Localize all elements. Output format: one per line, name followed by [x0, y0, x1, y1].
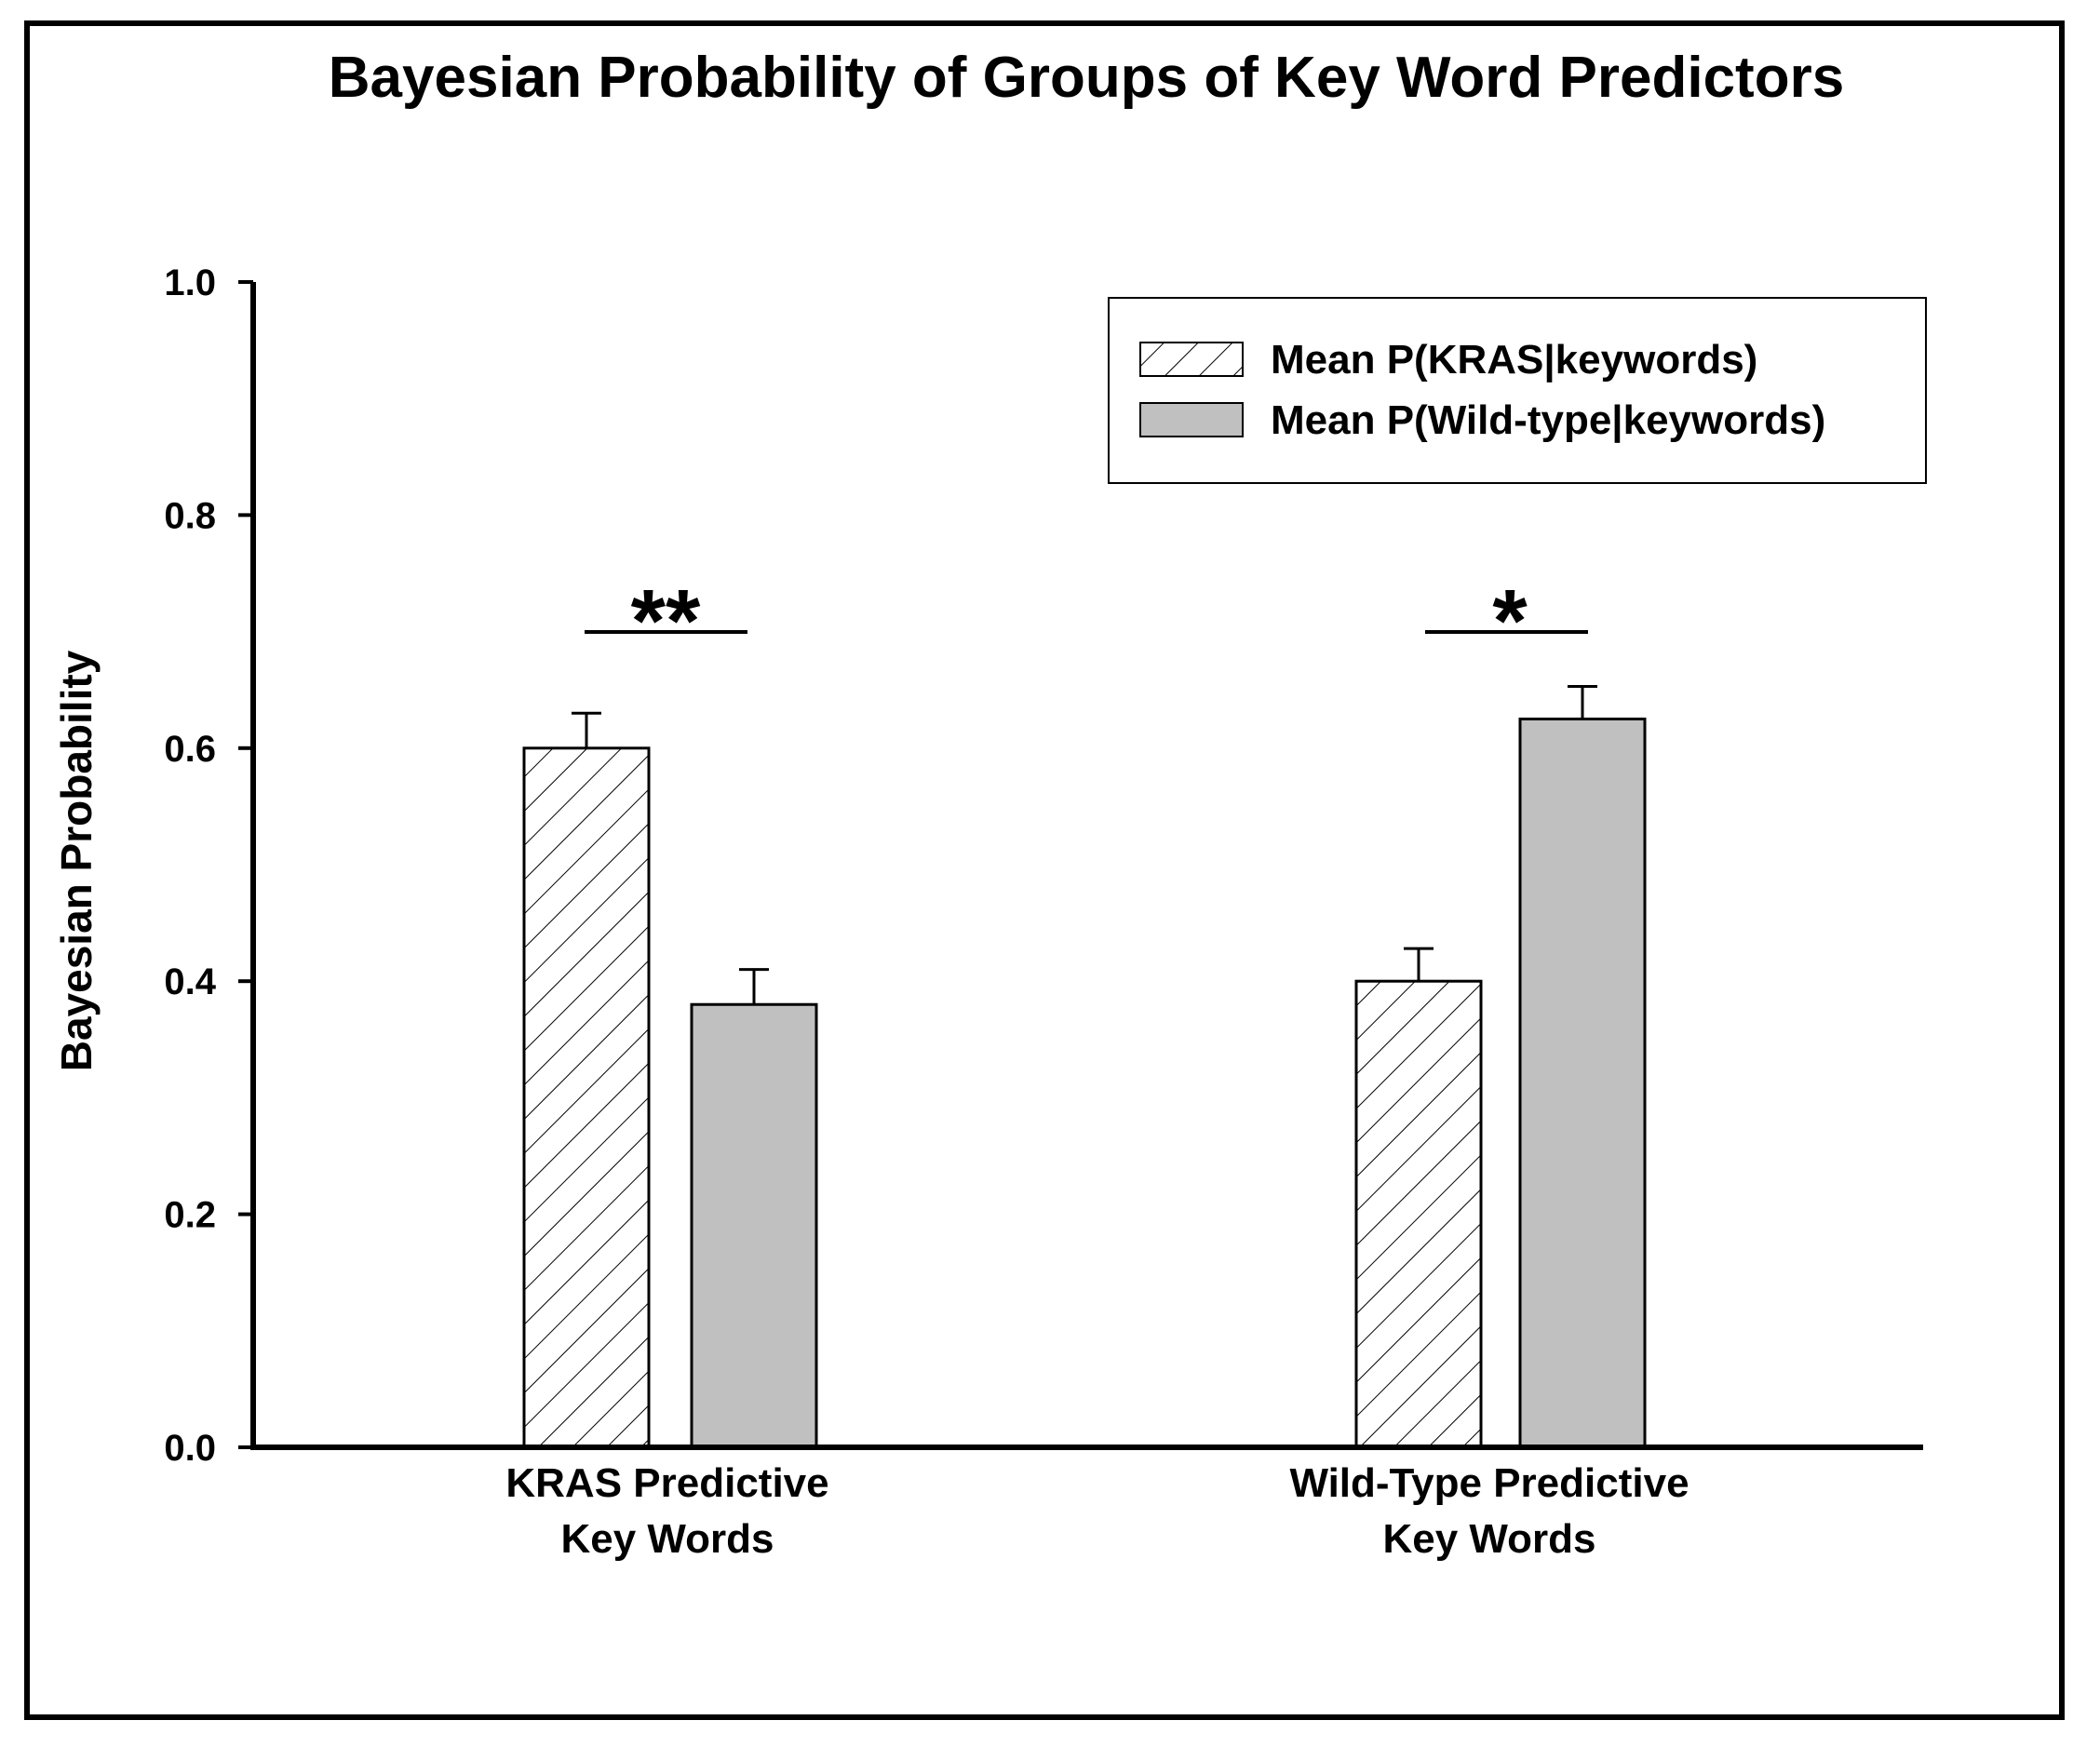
chart-title: Bayesian Probability of Groups of Key Wo…	[329, 46, 1844, 110]
y-tick-label: 0.0	[164, 1428, 216, 1469]
significance-markers: ** *	[585, 571, 1588, 671]
bar-kras-cat1	[522, 746, 651, 1449]
figure-frame	[24, 20, 2065, 1720]
category-labels: KRAS Predictive Key Words Wild-Type Predic…	[505, 1460, 1689, 1562]
bar-kras-cat2	[1354, 979, 1483, 1449]
significance-marker: **	[631, 571, 701, 671]
bars	[522, 684, 1647, 1449]
category-label: KRAS Predictive	[505, 1460, 828, 1506]
significance-marker: *	[1492, 571, 1528, 671]
legend-label-kras: Mean P(KRAS|keywords)	[1271, 337, 1757, 383]
y-tick-label: 0.4	[164, 961, 216, 1002]
category-label: Wild-Type Predictive	[1289, 1460, 1689, 1506]
legend-swatch-wild-type	[1139, 402, 1244, 437]
y-tick-label: 0.2	[164, 1195, 216, 1236]
legend-box	[1108, 297, 1927, 484]
bar-wild-type-cat2	[1518, 718, 1647, 1449]
y-axis-ticks: 0.0 0.2 0.4 0.6 0.8 1.0	[164, 262, 253, 1469]
category-label: Key Words	[1382, 1516, 1595, 1562]
y-tick-label: 1.0	[164, 262, 216, 303]
y-tick-label: 0.6	[164, 729, 216, 770]
legend-label-wild-type: Mean P(Wild-type|keywords)	[1271, 397, 1825, 444]
legend-swatch-kras	[1139, 342, 1244, 377]
y-axis-label: Bayesian Probability	[52, 650, 101, 1071]
legend: Mean P(KRAS|keywords) Mean P(Wild-type|k…	[1108, 297, 1927, 484]
y-tick-label: 0.8	[164, 495, 216, 536]
category-label: Key Words	[560, 1516, 774, 1562]
bar-wild-type-cat1	[690, 1002, 818, 1449]
